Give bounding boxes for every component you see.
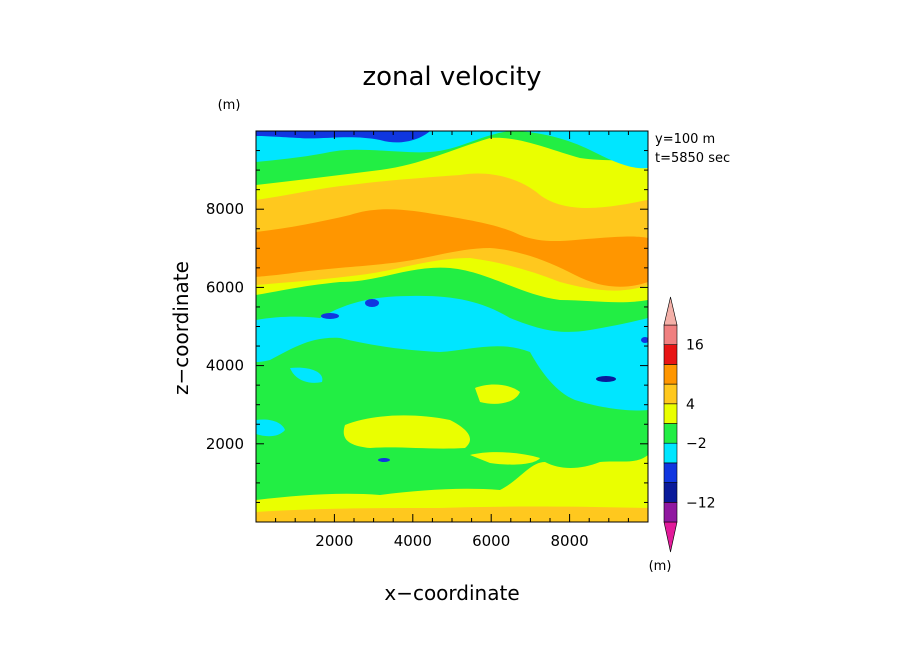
y-tick-label: 6000 xyxy=(206,278,244,296)
colorbar-box xyxy=(663,364,678,385)
colorbar-box xyxy=(663,403,678,424)
band-top-cyan xyxy=(256,131,648,169)
blob-blue-5 xyxy=(378,458,390,462)
band-mid-yellow xyxy=(343,415,470,449)
colorbar-label: −12 xyxy=(686,495,716,511)
axes: 2000 4000 6000 8000 2000 4000 6000 8000 xyxy=(206,131,648,550)
colorbar: 16 4 −2 −12 xyxy=(663,296,716,553)
colorbar-label: −2 xyxy=(686,436,707,452)
colorbar-label: 4 xyxy=(686,397,695,413)
colorbar-top-arrow xyxy=(663,296,678,326)
colorbar-box xyxy=(663,344,678,365)
colorbar-box xyxy=(663,462,678,483)
colorbar-box xyxy=(663,423,678,444)
y-tick-label: 8000 xyxy=(206,200,244,218)
band-mid-yellow-3 xyxy=(470,452,540,465)
colorbar-box xyxy=(663,383,678,405)
colorbar-box xyxy=(663,324,678,346)
blob-blue-2 xyxy=(321,313,339,319)
band-cyan-left xyxy=(256,419,285,437)
band-cyan-middle xyxy=(256,295,648,411)
x-tick-label: 6000 xyxy=(472,532,510,550)
band-cyan-2 xyxy=(290,367,323,383)
blob-blue-3 xyxy=(596,376,616,382)
x-tick-label: 2000 xyxy=(315,532,353,550)
contour-field xyxy=(256,131,648,522)
blob-blue-4 xyxy=(641,337,648,343)
annotation-y: y=100 m xyxy=(655,132,715,147)
colorbar-label: 16 xyxy=(686,338,704,354)
x-tick-label: 4000 xyxy=(394,532,432,550)
colorbar-box xyxy=(663,442,678,464)
colorbar-box xyxy=(663,482,678,503)
chart-title: zonal velocity xyxy=(362,62,541,92)
y-tick-label: 2000 xyxy=(206,435,244,453)
band-top-blue xyxy=(256,131,430,143)
y-tick-label: 4000 xyxy=(206,357,244,375)
x-axis-label: x−coordinate xyxy=(384,581,519,605)
blob-blue-1 xyxy=(365,299,379,307)
colorbar-bottom-arrow xyxy=(663,521,678,553)
colorbar-unit-label: (m) xyxy=(649,559,672,574)
band-mid-yellow-2 xyxy=(475,384,520,404)
annotation-t: t=5850 sec xyxy=(655,151,730,166)
band-upper-orange xyxy=(256,209,648,287)
colorbar-box xyxy=(663,501,678,523)
band-bottom-yellow xyxy=(256,455,648,522)
y-unit-label: (m) xyxy=(218,98,241,113)
y-axis-label: z−coordinate xyxy=(169,261,193,395)
x-tick-label: 8000 xyxy=(551,532,589,550)
